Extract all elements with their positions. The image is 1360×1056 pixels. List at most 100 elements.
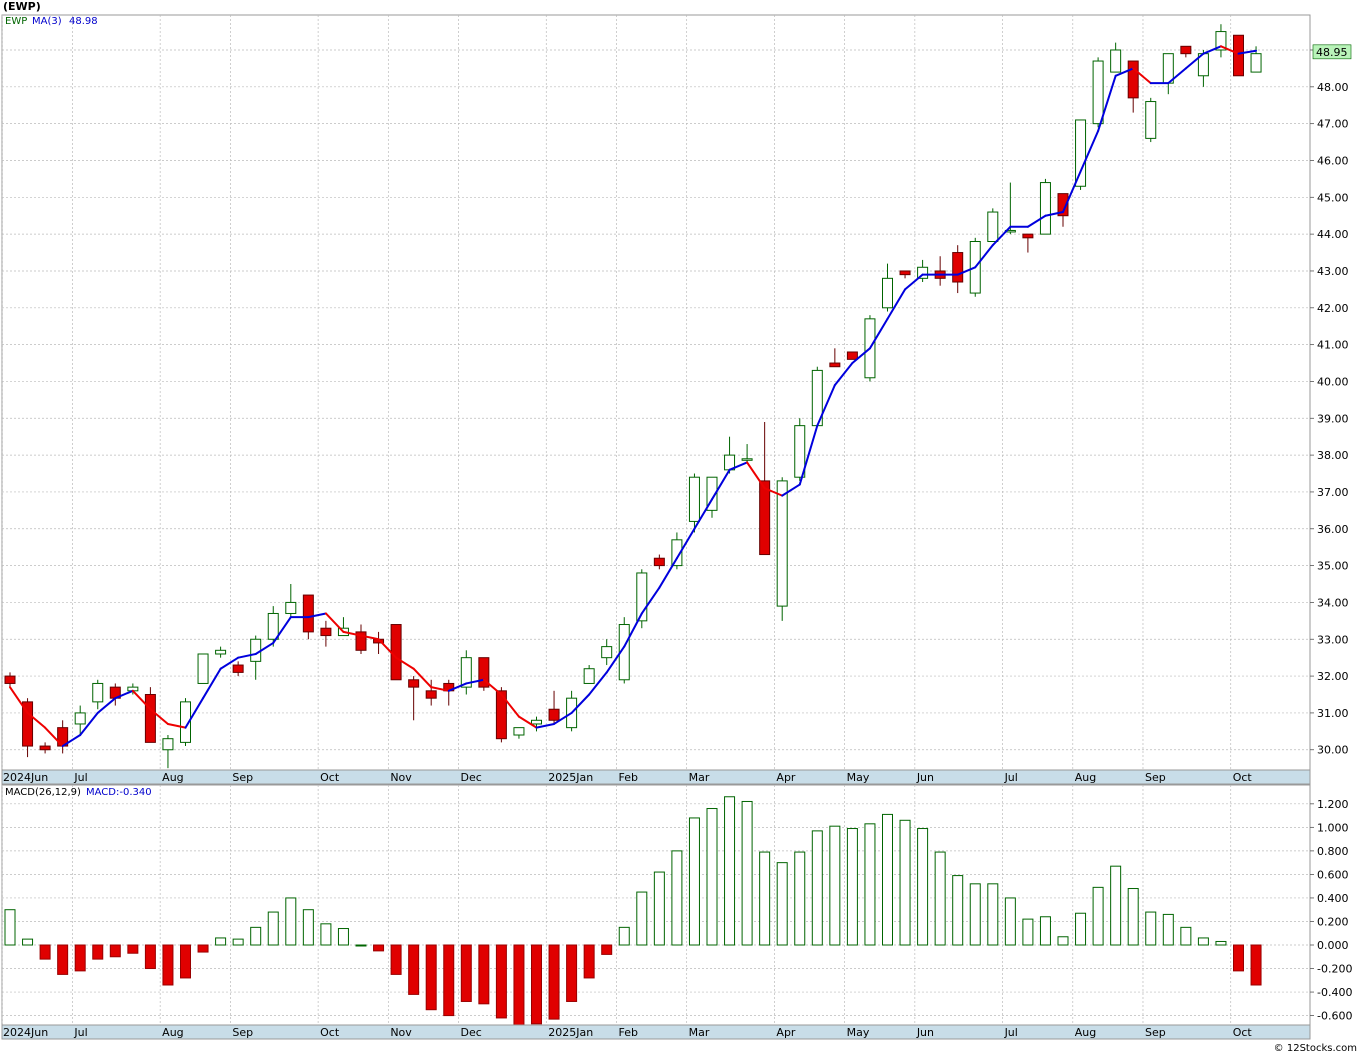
- price-x-tick-label: Dec: [461, 771, 482, 784]
- price-candle: [548, 690, 560, 724]
- price-candle: [531, 716, 542, 732]
- candle-body-up: [162, 738, 174, 751]
- price-candle: [408, 676, 420, 721]
- ma-segment: [377, 638, 398, 659]
- macd-bar-positive: [1197, 937, 1209, 946]
- price-y-tick-label: 41.00: [1317, 339, 1349, 352]
- candle-body-down: [1057, 193, 1069, 217]
- macd-bar-negative: [92, 944, 104, 960]
- macd-x-tick-label: Feb: [618, 1026, 637, 1039]
- price-candle: [882, 263, 893, 312]
- macd-bar-positive: [1110, 865, 1122, 946]
- macd-y-tick-label: 0.400: [1317, 892, 1349, 905]
- ma-segment: [412, 667, 433, 689]
- macd-bar-positive: [776, 862, 788, 946]
- ma-segment: [9, 686, 29, 714]
- last-price-box: [1312, 44, 1352, 60]
- candle-body-down: [39, 745, 51, 751]
- candle-body-down: [408, 679, 420, 688]
- candle-body-up: [882, 277, 893, 309]
- price-y-tick-label: 35.00: [1317, 560, 1349, 573]
- ma-segment: [535, 722, 556, 729]
- last-price-label: 48.95: [1316, 46, 1348, 59]
- macd-x-tick-label: Nov: [390, 1026, 412, 1039]
- price-x-tick-label: May: [847, 771, 870, 784]
- macd-bars: [4, 796, 1262, 1026]
- macd-x-tick-label: Jun: [916, 1026, 934, 1039]
- candle-body-up: [1110, 49, 1122, 73]
- candle-body-up: [1039, 182, 1051, 235]
- candle-body-up: [741, 458, 753, 461]
- price-candle: [846, 351, 858, 360]
- macd-bar-positive: [22, 938, 34, 946]
- macd-bar-negative: [478, 944, 490, 1005]
- macd-bar-positive: [864, 823, 876, 946]
- ma-segment: [1114, 67, 1135, 77]
- candle-body-down: [425, 690, 437, 699]
- legend-ma-label: MA(3): [32, 16, 62, 27]
- macd-bar-negative: [1250, 944, 1262, 986]
- ma-segment: [219, 656, 240, 670]
- candle-body-down: [144, 694, 156, 743]
- price-candle: [215, 646, 227, 658]
- macd-bar-positive: [671, 850, 683, 946]
- ma-segment: [991, 225, 1012, 247]
- price-candle: [22, 698, 34, 758]
- macd-bar-negative: [39, 944, 51, 960]
- ma-segment: [79, 711, 99, 737]
- macd-x-tick-label: Jul: [73, 1026, 87, 1039]
- price-candle: [829, 348, 841, 368]
- macd-bar-negative: [583, 944, 595, 979]
- candle-body-up: [794, 425, 806, 478]
- ma-segment: [1026, 214, 1047, 228]
- ma-segment: [833, 362, 854, 387]
- macd-bar-positive: [706, 808, 718, 946]
- price-candle: [741, 444, 753, 463]
- price-candle: [162, 735, 174, 769]
- candle-body-up: [267, 612, 279, 640]
- price-x-tick-label: Sep: [232, 771, 253, 784]
- price-x-tick-label: Oct: [320, 771, 340, 784]
- macd-bar-negative: [373, 944, 385, 952]
- macd-bar-negative: [127, 944, 139, 954]
- candle-body-up: [636, 572, 648, 622]
- price-candle: [671, 532, 683, 570]
- legend-ma-value: 48.98: [69, 16, 98, 27]
- price-candle: [688, 473, 700, 533]
- macd-x-tick-label: Sep: [232, 1026, 253, 1039]
- price-candle: [1039, 178, 1051, 235]
- price-x-tick-label: Oct: [1233, 771, 1253, 784]
- ma-segment: [430, 686, 450, 692]
- price-candle: [1215, 24, 1227, 58]
- macd-bar-negative: [144, 944, 156, 970]
- macd-x-axis: 2024Jun Jul Aug Sep Oct Nov Dec 2025Jan Feb Mar Ap…: [3, 1026, 1252, 1039]
- macd-bar-positive: [1127, 888, 1139, 946]
- macd-bar-positive: [688, 817, 700, 946]
- price-candle: [618, 617, 630, 684]
- ma-segment: [974, 244, 994, 269]
- price-candle: [4, 672, 16, 688]
- macd-y-tick-label: 0.000: [1317, 939, 1349, 952]
- candle-body-down: [4, 675, 16, 684]
- macd-x-tick-label: May: [847, 1026, 870, 1039]
- price-y-tick-label: 47.00: [1317, 118, 1349, 131]
- macd-x-tick-label: Aug: [162, 1026, 183, 1039]
- price-candle: [583, 665, 595, 684]
- price-y-tick-label: 38.00: [1317, 449, 1349, 462]
- macd-y-axis: -0.600 -0.400 -0.200 0.000 0.200 0.400 0.600 0.…: [1310, 798, 1352, 1023]
- macd-bar-negative: [425, 944, 437, 1011]
- price-candle: [601, 639, 613, 666]
- candle-body-down: [653, 557, 665, 567]
- macd-bar-negative: [390, 944, 402, 975]
- price-candle: [987, 208, 999, 243]
- ma-segment: [746, 461, 766, 490]
- ma-segment: [307, 612, 327, 619]
- ma-segment: [640, 586, 661, 615]
- price-y-tick-label: 30.00: [1317, 744, 1349, 757]
- macd-bar-positive: [829, 825, 841, 946]
- ma-segment: [131, 689, 152, 711]
- price-plot-frame: [1, 14, 1311, 771]
- price-x-tick-label: 2025Jan: [548, 771, 593, 784]
- price-x-tick-label: Jul: [73, 771, 87, 784]
- candle-body-down: [759, 480, 771, 556]
